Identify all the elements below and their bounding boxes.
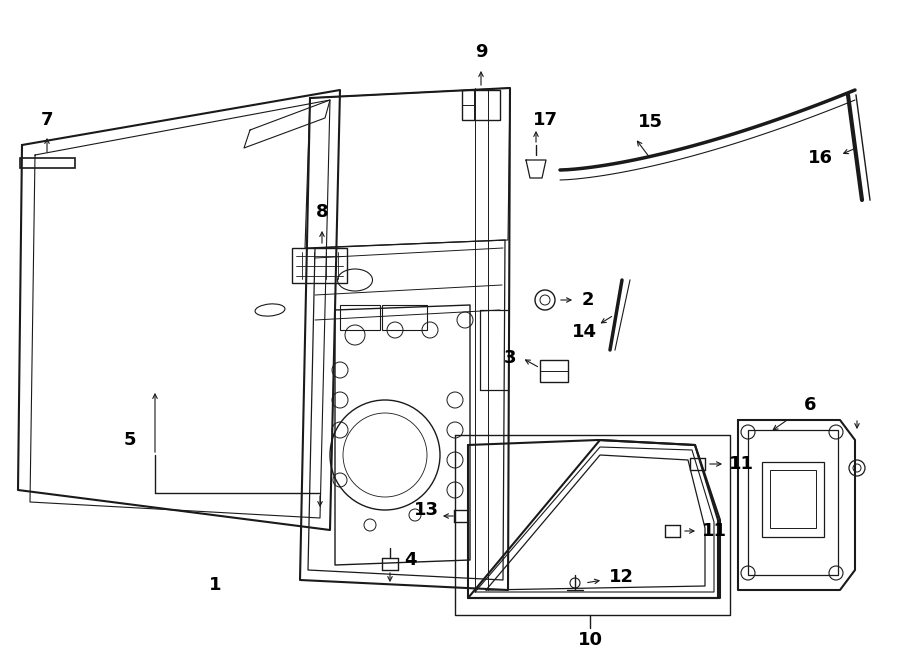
Text: 14: 14 xyxy=(572,323,597,341)
Text: 3: 3 xyxy=(504,349,517,367)
Bar xyxy=(292,248,347,283)
Text: 8: 8 xyxy=(316,203,328,221)
Text: 2: 2 xyxy=(581,291,594,309)
Text: 1: 1 xyxy=(209,576,221,594)
Text: 17: 17 xyxy=(533,111,557,129)
Text: 6: 6 xyxy=(804,396,816,414)
Text: 15: 15 xyxy=(637,113,662,131)
Text: 5: 5 xyxy=(124,431,136,449)
Text: 11: 11 xyxy=(701,522,726,540)
Text: 10: 10 xyxy=(578,631,602,649)
Bar xyxy=(762,462,824,537)
Text: 13: 13 xyxy=(413,501,438,519)
Text: 16: 16 xyxy=(807,149,833,167)
Bar xyxy=(748,430,838,575)
Bar xyxy=(462,90,500,120)
Text: 11: 11 xyxy=(728,455,753,473)
Bar xyxy=(20,158,75,168)
Bar xyxy=(540,360,568,382)
Text: 7: 7 xyxy=(40,111,53,129)
Bar xyxy=(770,470,816,528)
Bar xyxy=(340,305,380,330)
Text: 12: 12 xyxy=(608,568,634,586)
Bar xyxy=(382,305,427,330)
Text: 9: 9 xyxy=(475,43,487,61)
Text: 4: 4 xyxy=(404,551,417,569)
